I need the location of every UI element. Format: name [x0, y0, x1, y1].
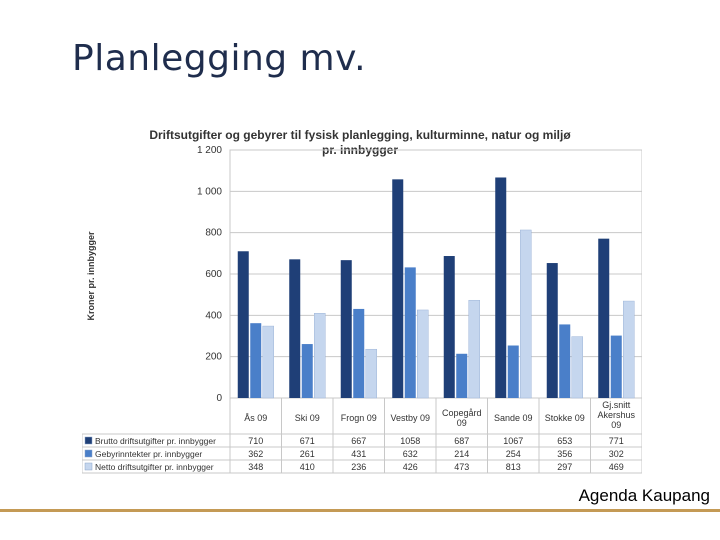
category-label: Ås 09: [244, 413, 267, 423]
table-cell: 410: [300, 462, 315, 472]
footer-text: Agenda Kaupang: [578, 486, 710, 505]
table-cell: 813: [506, 462, 521, 472]
table-cell: 667: [351, 436, 366, 446]
category-label: Copegård: [442, 408, 482, 418]
legend-label: Brutto driftsutgifter pr. innbygger: [95, 436, 216, 446]
bar: [468, 299, 480, 399]
table-cell: 261: [300, 449, 315, 459]
table-cell: 1058: [400, 436, 420, 446]
table-cell: 362: [248, 449, 263, 459]
table-cell: 302: [609, 449, 624, 459]
y-tick-labels: 0 200 400 600 800 1 000 1 200: [197, 145, 222, 404]
table-cell: 1067: [503, 436, 523, 446]
slide-title: Planlegging mv.: [72, 38, 367, 79]
category-label: 09: [611, 420, 621, 430]
category-label: Vestby 09: [390, 413, 430, 423]
legend-swatch: [84, 462, 93, 471]
y-tick-label: 600: [205, 269, 222, 280]
chart-svg: Driftsutgifter og gebyrer til fysisk pla…: [81, 128, 643, 474]
bar: [443, 256, 455, 398]
table-cell: 469: [609, 462, 624, 472]
table-cell: 671: [300, 436, 315, 446]
bar: [520, 229, 532, 399]
bar-layer: [237, 177, 635, 399]
bar: [495, 177, 507, 398]
y-tick-label: 0: [216, 393, 222, 404]
bar: [353, 308, 365, 398]
bar: [237, 251, 249, 398]
bar: [301, 344, 313, 398]
bar: [571, 336, 583, 399]
table-cell: 632: [403, 449, 418, 459]
table-cell: 348: [248, 462, 263, 472]
table-cell: 710: [248, 436, 263, 446]
table-cell: 254: [506, 449, 521, 459]
bar: [262, 325, 274, 399]
table-cell: 771: [609, 436, 624, 446]
y-tick-label: 1 200: [197, 145, 222, 156]
bar: [340, 260, 352, 398]
bar: [559, 324, 571, 398]
table-cell: 473: [454, 462, 469, 472]
table-cell: 653: [557, 436, 572, 446]
table-cell: 426: [403, 462, 418, 472]
y-tick-label: 800: [205, 228, 222, 239]
category-label: Akershus: [597, 410, 635, 420]
bar: [623, 300, 635, 399]
footer-divider: [0, 509, 720, 512]
bar: [456, 353, 468, 398]
chart-title-line1: Driftsutgifter og gebyrer til fysisk pla…: [149, 128, 571, 142]
bar: [507, 345, 519, 398]
bar: [610, 335, 622, 398]
bar: [546, 263, 558, 398]
table-cell: 431: [351, 449, 366, 459]
y-tick-label: 1 000: [197, 186, 222, 197]
category-label: Stokke 09: [545, 413, 585, 423]
table-cell: 297: [557, 462, 572, 472]
chart: Driftsutgifter og gebyrer til fysisk pla…: [81, 124, 643, 482]
legend-label: Gebyrinntekter pr. innbygger: [95, 449, 202, 459]
category-label: Sande 09: [494, 413, 533, 423]
legend-swatch: [84, 449, 93, 458]
table-cell: 214: [454, 449, 469, 459]
y-tick-label: 400: [205, 310, 222, 321]
bar: [392, 179, 404, 398]
data-table: Brutto driftsutgifter pr. innbygger 710 67…: [81, 398, 643, 474]
bar: [598, 238, 610, 398]
category-label: Frogn 09: [341, 413, 377, 423]
bar: [314, 313, 326, 399]
bar: [417, 309, 429, 399]
bar: [365, 348, 377, 399]
legend-label: Netto driftsutgifter pr. innbygger: [95, 462, 214, 472]
legend-swatch: [84, 436, 93, 445]
table-cell: 687: [454, 436, 469, 446]
table-cell: 236: [351, 462, 366, 472]
category-label: Ski 09: [295, 413, 320, 423]
category-label: Gj.snitt: [602, 400, 631, 410]
bar: [404, 267, 416, 398]
table-cell: 356: [557, 449, 572, 459]
y-tick-label: 200: [205, 352, 222, 363]
y-axis-label: Kroner pr. innbygger: [86, 231, 96, 321]
category-label: 09: [457, 418, 467, 428]
bar: [289, 259, 301, 398]
bar: [250, 323, 262, 398]
